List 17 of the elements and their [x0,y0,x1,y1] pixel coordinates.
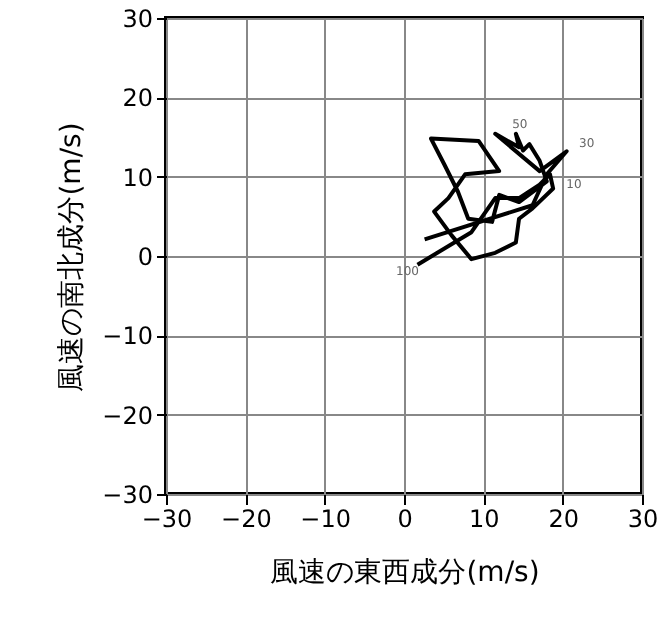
x-tick-label: 0 [397,505,413,533]
x-tick-label: −20 [221,505,272,533]
x-tick-label: 20 [548,505,579,533]
y-tick-label: 0 [137,243,153,271]
y-tick-label: 20 [122,84,153,113]
x-tick-label: −10 [300,505,351,533]
y-tick-label: −10 [102,322,153,351]
y-axis-title: 風速の南北成分(m/s) [56,122,89,392]
y-tick-label: 30 [122,5,153,33]
y-tick-label: −30 [102,481,153,509]
y-tick-label: −20 [102,401,153,430]
line-series [415,131,569,267]
y-tick-label: 10 [122,163,153,192]
x-tick-label: −30 [141,505,193,533]
x-tick-label: 30 [627,505,659,533]
x-axis-title: 風速の東西成分(m/s) [270,557,540,589]
x-tick-label: 10 [469,505,500,533]
